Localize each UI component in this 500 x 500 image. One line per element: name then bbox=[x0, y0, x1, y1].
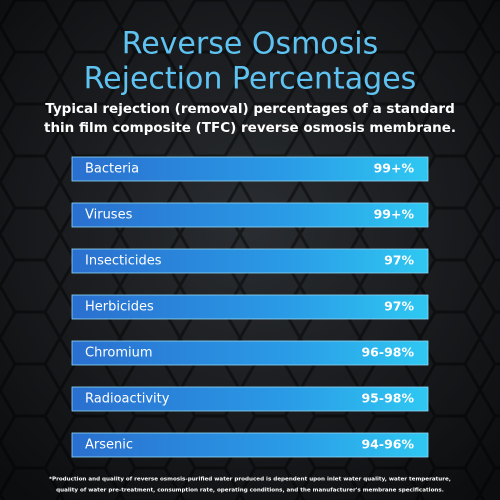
row-label: Radioactivity bbox=[85, 392, 170, 407]
row-bar bbox=[71, 294, 429, 320]
subtitle: thin film composite (TFC) reverse osmosi… bbox=[44, 120, 456, 136]
row-label: Chromium bbox=[85, 346, 153, 361]
row-value: 97% bbox=[384, 253, 414, 268]
subtitle: Typical rejection (removal) percentages … bbox=[45, 101, 454, 117]
row-label: Viruses bbox=[85, 208, 133, 223]
row-value: 96-98% bbox=[361, 345, 414, 360]
row-label: Herbicides bbox=[85, 300, 154, 315]
footnote: quality of water pre-treatment, consumpt… bbox=[56, 488, 444, 494]
row-bar bbox=[71, 156, 429, 182]
row-label: Bacteria bbox=[85, 162, 139, 177]
title: Rejection Percentages bbox=[84, 62, 417, 97]
row-label: Insecticides bbox=[85, 254, 162, 269]
rows: Bacteria 99+% Viruses 99+% Insecticides 97% He… bbox=[71, 156, 429, 458]
title: Reverse Osmosis bbox=[122, 27, 379, 62]
row-value: 95-98% bbox=[361, 391, 414, 406]
row-value: 99+% bbox=[374, 207, 415, 222]
row-bar bbox=[71, 248, 429, 274]
row-bar bbox=[71, 432, 429, 458]
row-bar bbox=[71, 386, 429, 412]
footnote: *Production and quality of reverse osmos… bbox=[49, 477, 451, 483]
row-label: Arsenic bbox=[85, 438, 133, 453]
row-value: 99+% bbox=[374, 161, 415, 176]
row-bar bbox=[71, 202, 429, 228]
row-value: 94-96% bbox=[361, 437, 414, 452]
row-bar bbox=[71, 340, 429, 366]
row-value: 97% bbox=[384, 299, 414, 314]
